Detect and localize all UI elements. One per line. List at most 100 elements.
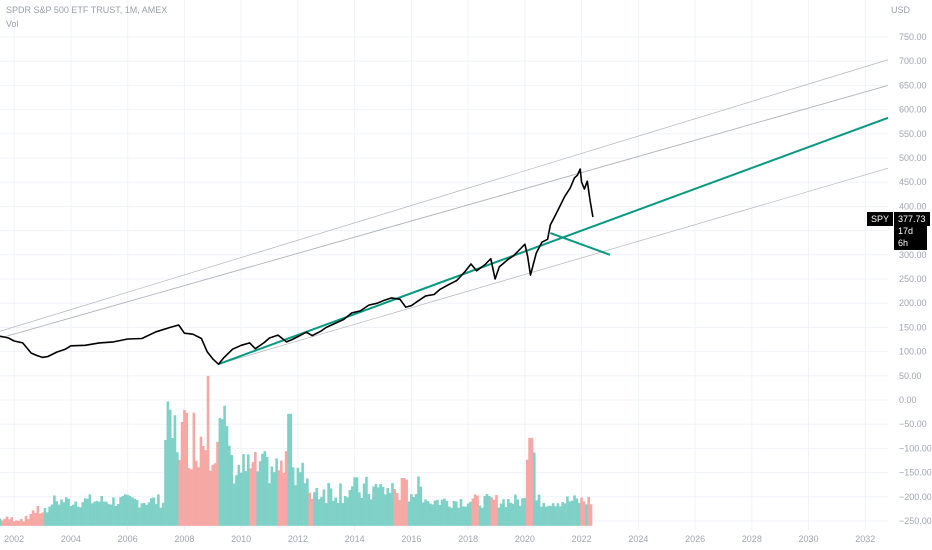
volume-bar	[263, 451, 267, 526]
volume-bar	[478, 505, 482, 526]
grid-lines	[0, 0, 888, 530]
volume-bar	[176, 452, 179, 526]
volume-bar	[388, 492, 392, 526]
volume-bar	[507, 499, 510, 526]
volume-bar	[426, 501, 430, 526]
channel-line-0	[0, 59, 889, 332]
volume-bar	[223, 405, 226, 526]
volume-bar	[45, 512, 49, 526]
volume-bar	[140, 503, 144, 526]
volume-bar	[216, 441, 219, 526]
volume-bar	[180, 421, 184, 526]
volume-bar	[575, 498, 579, 526]
y-tick-label: 500.00	[899, 153, 927, 163]
trend-lines[interactable]	[218, 116, 889, 366]
price-line	[0, 168, 594, 365]
volume-bar	[185, 412, 189, 526]
y-tick-label: 450.00	[899, 177, 927, 187]
volume-bar	[218, 417, 222, 526]
volume-bar	[350, 486, 354, 526]
volume-bar	[287, 413, 290, 526]
volume-bar	[393, 489, 397, 526]
volume-bar	[109, 504, 113, 526]
volume-bar	[192, 412, 196, 526]
volume-bar	[537, 494, 541, 526]
ticker-badge: SPY	[867, 212, 894, 226]
volume-bar	[367, 493, 371, 526]
volume-bar	[476, 495, 479, 526]
volume-bar	[81, 502, 85, 526]
x-tick-label: 2022	[572, 534, 592, 544]
volume-bar	[36, 505, 40, 526]
volume-bar	[559, 506, 562, 526]
volume-bar	[488, 495, 491, 526]
y-tick-label: 600.00	[899, 105, 927, 115]
volume-bar	[313, 492, 316, 526]
volume-bar	[518, 505, 522, 526]
volume-bar	[157, 494, 160, 526]
volume-bar	[138, 507, 141, 526]
volume-bar	[280, 460, 283, 526]
volume-bar	[55, 501, 59, 526]
volume-bar	[433, 500, 437, 526]
volume-bar	[209, 470, 212, 526]
volume-bar	[443, 498, 446, 526]
volume-bar	[53, 495, 56, 526]
volume-bar	[417, 476, 420, 526]
volume-bar	[199, 436, 203, 526]
volume-bar	[60, 499, 63, 526]
volume-bar	[254, 451, 257, 526]
volume-bar	[133, 498, 137, 526]
y-tick-label: 650.00	[899, 80, 927, 90]
volume-bar	[74, 501, 77, 526]
volume-bar	[261, 453, 264, 526]
y-tick-label: 300.00	[899, 250, 927, 260]
volume-bar	[228, 445, 231, 526]
x-tick-label: 2026	[685, 534, 705, 544]
volume-bar	[235, 475, 238, 526]
volume-bar	[471, 498, 475, 526]
volume-bar	[533, 452, 536, 526]
volume-bar	[225, 426, 229, 526]
volume-bar	[544, 506, 548, 526]
volume-bar	[358, 492, 361, 526]
volume-bar	[481, 507, 484, 526]
x-axis[interactable]: 2002 2004 2006 2008 2010 2012 2014 2016 2018 2020…	[4, 534, 875, 544]
volume-bar	[551, 503, 555, 526]
volume-bar	[395, 493, 399, 526]
volume-bar	[88, 494, 92, 526]
volume-bar	[499, 503, 503, 526]
volume-bar	[374, 484, 378, 526]
volume-bar	[183, 409, 186, 526]
volume-bar	[353, 477, 356, 526]
volume-bar	[362, 483, 366, 526]
volume-bar	[379, 483, 382, 526]
volume-bar	[566, 496, 569, 526]
y-tick-label: 550.00	[899, 129, 927, 139]
volume-bar	[22, 521, 25, 526]
volume-bar	[246, 454, 250, 526]
volume-bar	[306, 478, 309, 526]
y-tick-label: −150.00	[899, 468, 932, 478]
volume-bar	[511, 503, 515, 526]
volume-bar	[355, 477, 359, 526]
volume-bar	[296, 467, 300, 526]
volume-bar	[549, 505, 553, 526]
volume-bar	[107, 504, 111, 526]
y-axis[interactable]: 750.00 700.00 650.00 600.00 550.00 500.00 450.…	[899, 32, 932, 526]
volume-bar	[48, 506, 51, 526]
volume-bar	[336, 502, 340, 526]
volume-bar	[447, 506, 451, 526]
x-tick-label: 2008	[174, 534, 194, 544]
volume-bar	[114, 505, 118, 526]
volume-bar	[412, 497, 416, 526]
volume-bar	[438, 504, 442, 526]
volume-bar	[386, 487, 390, 526]
volume-bar	[15, 520, 18, 526]
volume-bar	[187, 468, 191, 526]
volume-bar	[147, 502, 151, 526]
volume-bar	[402, 477, 406, 526]
volume-bar	[400, 478, 404, 526]
channel-lines[interactable]	[0, 59, 889, 365]
